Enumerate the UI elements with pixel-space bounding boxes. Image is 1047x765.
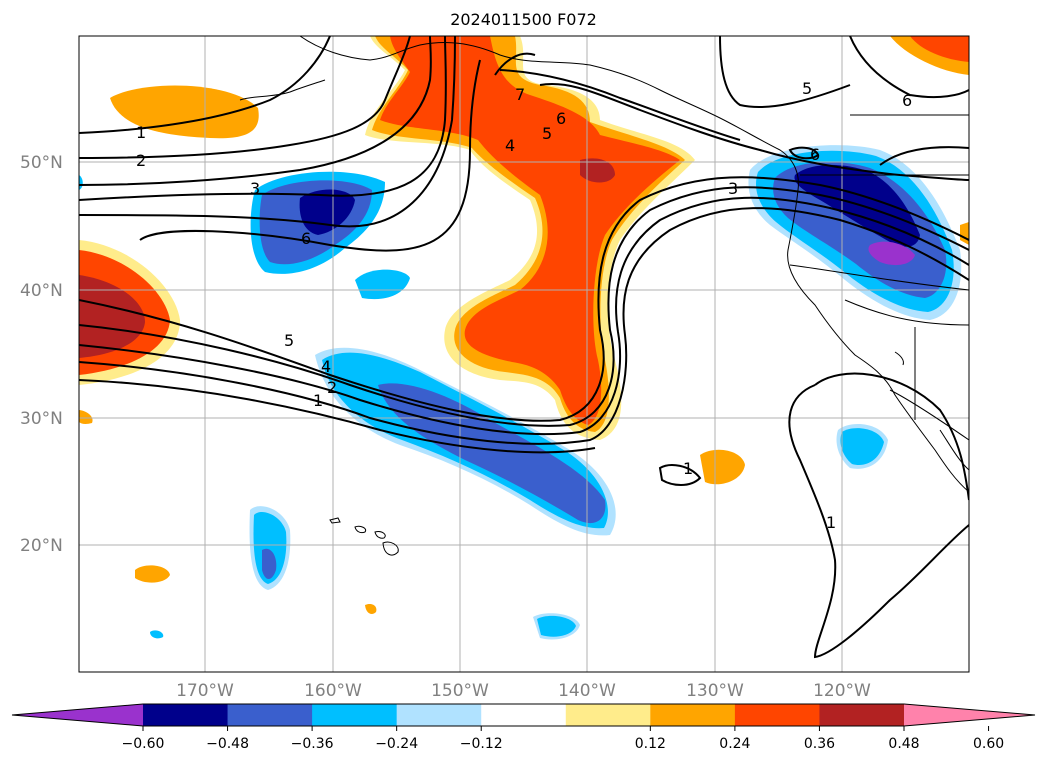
contour-label: 4 [321,357,331,376]
colorbar-tick-label: −0.12 [460,736,503,752]
latitude-labels: 50°N 40°N 30°N 20°N [20,153,63,556]
lat-label: 50°N [20,153,63,173]
colorbar-tick-label: 0.48 [888,736,919,752]
lon-label: 120°W [813,681,871,701]
map-frame [78,35,970,673]
colorbar-swatch [565,704,651,726]
height-contours [79,36,969,659]
contour-label: 3 [728,179,738,198]
colorbar-tick-label: 0.24 [719,736,750,752]
lat-label: 40°N [20,281,63,301]
lon-label: 150°W [431,681,489,701]
contour-label: 6 [902,91,912,110]
contour-label: 1 [313,391,323,410]
colorbar-extend-min [12,704,143,726]
colorbar: −0.60 −0.48 −0.36 −0.24 −0.12 0.12 0.24 0.36 0.4… [11,703,1036,752]
contour-label: 2 [136,151,146,170]
colorbar-swatch [819,704,905,726]
colorbar-swatch [143,704,229,726]
lat-label: 30°N [20,409,63,429]
contour-label: 4 [505,136,515,155]
contour-label: 5 [284,331,294,350]
contour-label: 6 [556,109,566,128]
colorbar-tick-label: −0.60 [122,736,165,752]
contour-label: 1 [136,123,146,142]
colorbar-swatch [396,704,482,726]
colorbar-tick-label: 0.36 [804,736,835,752]
contour-label: 5 [542,124,552,143]
coastlines [239,36,969,556]
colorbar-swatch [650,704,736,726]
colorbar-tick-label: 0.12 [635,736,666,752]
contour-label: 6 [810,145,820,164]
contour-label: 7 [515,85,525,104]
contour-labels: 1 2 3 6 5 4 2 1 7 6 5 4 3 6 5 6 1 1 [136,79,912,532]
lon-label: 160°W [304,681,362,701]
lat-label: 20°N [20,536,63,556]
colorbar-swatch [734,704,820,726]
colorbar-tick-label: 0.60 [973,736,1004,752]
lon-label: 170°W [176,681,234,701]
lon-label: 140°W [558,681,616,701]
positive-anomaly-north [110,85,259,139]
filled-anomalies [79,36,969,640]
colorbar-tick-label: −0.36 [291,736,334,752]
colorbar-swatch [312,704,398,726]
colorbar-tick-label: −0.24 [375,736,418,752]
gridlines [79,36,969,672]
contour-label: 6 [301,229,311,248]
colorbar-swatch [227,704,313,726]
lon-label: 130°W [686,681,744,701]
colorbar-swatch [481,704,567,726]
colorbar-tick-label: −0.48 [206,736,249,752]
contour-label: 1 [826,513,836,532]
longitude-labels: 170°W 160°W 150°W 140°W 130°W 120°W [176,681,871,701]
contour-label: 1 [683,459,693,478]
colorbar-extend-max [904,704,1035,726]
contour-label: 3 [250,179,260,198]
contour-label: 5 [802,79,812,98]
map-title: 2024011500 F072 [450,10,597,29]
contour-label: 2 [327,378,337,397]
